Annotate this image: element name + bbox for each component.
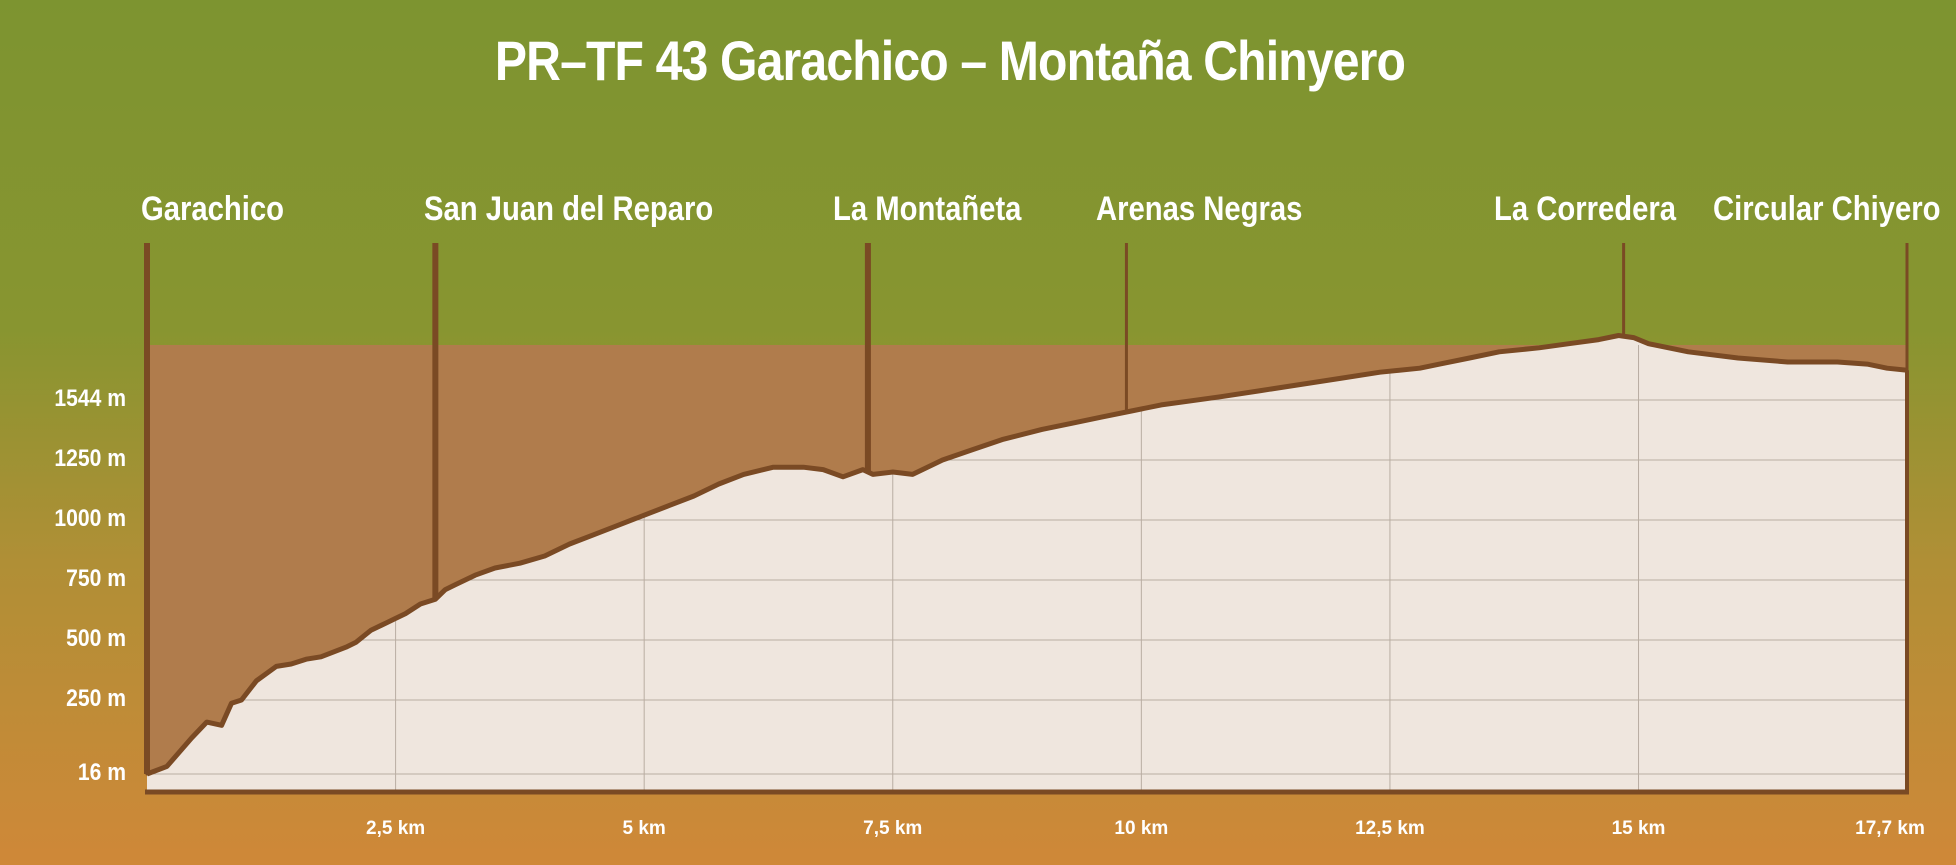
data-point [473,573,477,577]
waypoint-label: La Corredera [1494,190,1677,228]
data-point [369,628,373,632]
data-point [289,662,293,666]
data-point [493,566,497,570]
data-point [404,612,408,616]
data-point [1159,403,1163,407]
data-point [1438,362,1442,366]
data-point [205,720,209,724]
data-point [667,504,671,508]
data-point [891,470,895,474]
data-point [1497,350,1501,354]
data-point [1298,382,1302,386]
data-point [970,448,974,452]
data-point [418,602,422,606]
y-tick-label: 750 m [66,565,126,592]
x-tick-label: 12,5 km [1355,818,1425,839]
x-tick-label: 10 km [1114,818,1169,839]
data-point [1632,336,1636,340]
data-point [1865,362,1869,366]
data-point [518,561,522,565]
data-point [821,468,825,472]
data-point [1040,427,1044,431]
data-point [642,513,646,517]
data-point [1338,376,1342,380]
waypoint-label: La Montañeta [833,190,1022,228]
profile-area [147,335,1907,792]
data-point [568,542,572,546]
waypoint-label: San Juan del Reparo [424,190,714,228]
chart-title: PR–TF 43 Garachico – Montaña Chinyero [494,29,1406,92]
data-point [543,554,547,558]
data-point [384,621,388,625]
data-point [344,645,348,649]
data-point [1567,342,1571,346]
data-point [274,664,278,668]
data-point [319,655,323,659]
data-point [1736,356,1740,360]
data-point [1000,438,1004,442]
data-point [1467,356,1471,360]
x-tick-label: 2,5 km [366,818,426,839]
x-tick-label: 17,7 km [1855,818,1925,839]
data-point [742,472,746,476]
data-point [861,468,865,472]
y-tick-label: 500 m [66,625,126,652]
data-point [771,465,775,469]
data-point [841,475,845,479]
data-point [1617,334,1621,338]
data-point [165,764,169,768]
y-tick-label: 1000 m [54,505,126,532]
data-point [394,616,398,620]
data-point [801,465,805,469]
data-point [239,698,243,702]
data-point [230,701,234,705]
x-tick-label: 15 km [1611,818,1666,839]
data-point [1129,409,1133,413]
data-point [354,640,358,644]
data-point [1100,415,1104,419]
data-point [617,523,621,527]
data-point [1259,389,1263,393]
data-point [1070,421,1074,425]
data-point [190,736,194,740]
waypoint-label: Circular Chiyero [1713,190,1941,228]
data-point [1537,346,1541,350]
data-point [220,723,224,727]
y-tick-label: 1250 m [54,445,126,472]
data-point [1418,366,1422,370]
data-point [1835,360,1839,364]
data-point [443,588,447,592]
data-point [940,458,944,462]
y-tick-label: 16 m [77,759,126,786]
x-tick-label: 7,5 km [863,818,923,839]
data-point [453,583,457,587]
data-point [1646,342,1650,346]
data-point [1786,360,1790,364]
data-point [1219,395,1223,399]
y-tick-label: 250 m [66,685,126,712]
waypoint-label: Garachico [141,190,285,228]
data-point [304,657,308,661]
waypoint-label: Arenas Negras [1096,190,1303,228]
data-point [692,494,696,498]
y-tick-label: 1544 m [54,385,126,412]
x-tick-label: 5 km [622,818,666,839]
data-point [1189,399,1193,403]
data-point [592,532,596,536]
data-point [1378,370,1382,374]
data-point [871,472,875,476]
data-point [254,679,258,683]
data-point [1885,366,1889,370]
data-point [717,482,721,486]
data-point [1686,350,1690,354]
data-point [911,472,915,476]
data-point [1597,338,1601,342]
